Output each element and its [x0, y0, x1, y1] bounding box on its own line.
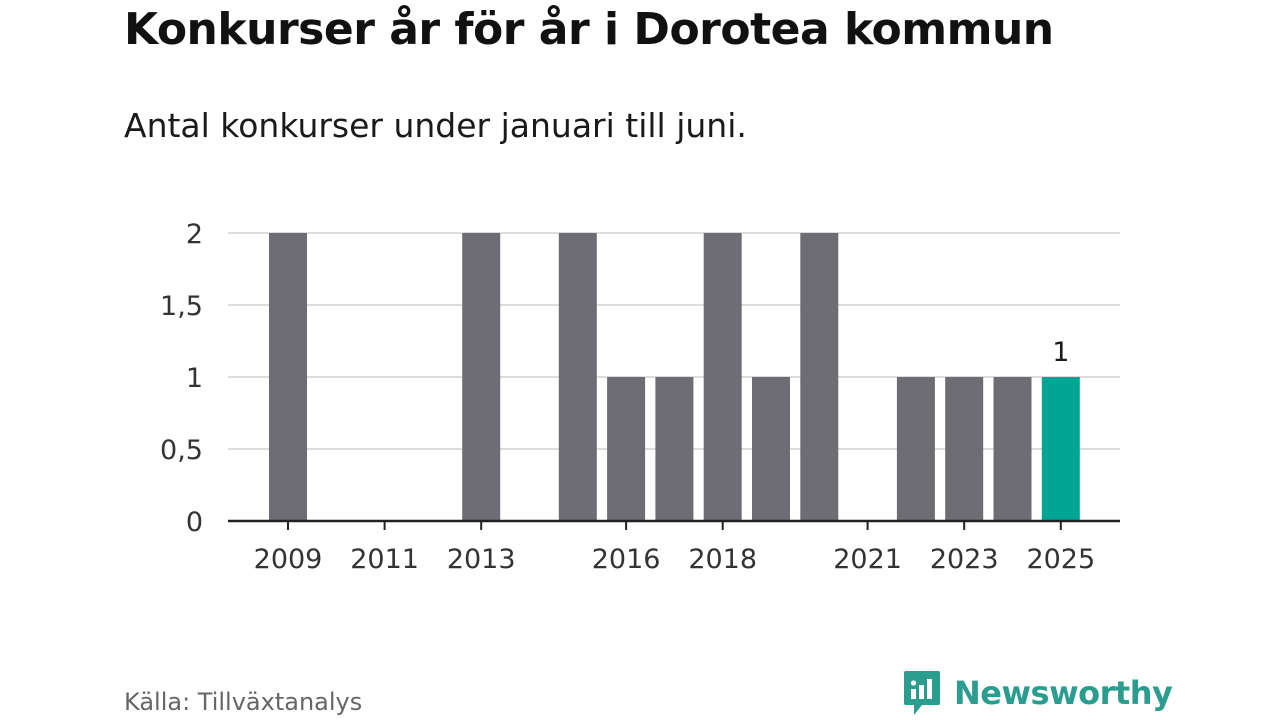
source-note: Källa: Tillväxtanalys	[124, 688, 363, 716]
y-tick-label: 0,5	[160, 435, 203, 466]
bar-2022	[896, 377, 935, 521]
chart-title: Konkurser år för år i Dorotea kommun	[124, 4, 1054, 55]
y-tick-label: 0	[186, 507, 203, 538]
bars	[269, 233, 1080, 521]
bar-2009	[269, 233, 307, 521]
bar-2013	[462, 233, 501, 521]
bar-chart: 00,511,52 2009 2011 2013 2016 2018 2021 2023 20…	[160, 219, 1120, 575]
bar-2020	[800, 233, 839, 521]
data-labels: 1	[1052, 337, 1069, 368]
y-axis-ticks: 0 0,5 1 1,5 2	[160, 219, 203, 538]
x-tick-label: 2013	[447, 544, 516, 575]
y-tick-label: 2	[186, 219, 203, 250]
bar-2025	[1041, 377, 1080, 521]
bar-2018	[703, 233, 742, 521]
y-tick-label: 1,5	[160, 291, 203, 322]
x-tick-label: 2018	[688, 544, 757, 575]
x-tick-label: 2011	[350, 544, 419, 575]
bar-2019	[752, 377, 790, 521]
bar-2023	[945, 377, 984, 521]
bar-2017	[655, 377, 694, 521]
bar-2016	[607, 377, 646, 521]
data-label: 1	[1052, 337, 1069, 368]
x-tick-label: 2025	[1026, 544, 1095, 575]
x-tick-label: 2016	[592, 544, 661, 575]
newsworthy-logo: Newsworthy	[902, 668, 1173, 718]
x-tick-label: 2009	[254, 544, 323, 575]
bar-2015	[558, 233, 597, 521]
bar-2024	[993, 377, 1032, 521]
chart-subtitle: Antal konkurser under januari till juni.	[124, 106, 747, 145]
newsworthy-chart-icon	[904, 671, 940, 715]
y-tick-label: 1	[186, 363, 203, 394]
x-tick-label: 2023	[930, 544, 999, 575]
brand-name: Newsworthy	[954, 674, 1173, 712]
x-tick-label: 2021	[833, 544, 902, 575]
x-axis-ticks: 2009 2011 2013 2016 2018 2021 2023 2025	[254, 521, 1095, 575]
